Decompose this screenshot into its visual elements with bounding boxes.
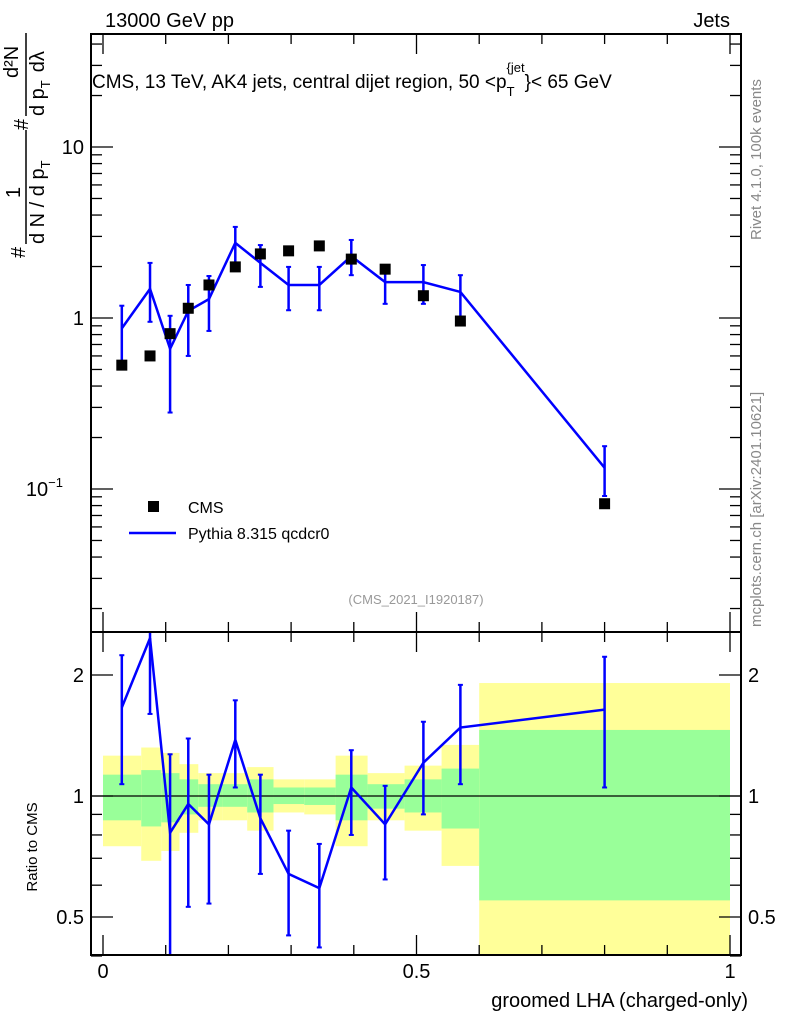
- cms-data-point: [417, 290, 429, 302]
- ratio-y-tick-label-right: 1: [748, 786, 759, 808]
- rivet-label: Rivet 4.1.0, 100k events: [748, 79, 765, 240]
- ratio-y-tick-label-left: 2: [73, 665, 84, 687]
- pythia-line: [120, 240, 606, 469]
- ratio-plot-marks: [119, 632, 608, 955]
- ratio-y-tick-label-right: 2: [748, 665, 759, 687]
- main-plot-marks: [116, 225, 611, 510]
- ratio-y-tick-label-left: 0.5: [56, 907, 84, 929]
- x-tick-label: 1: [724, 961, 735, 983]
- y-tick-label: 10−1: [26, 475, 63, 501]
- legend-cms-label: CMS: [188, 500, 224, 517]
- analysis-annotation: (CMS_2021_I1920187): [348, 592, 483, 607]
- ylabel-den1: d N / d pT: [27, 160, 53, 244]
- ratio-y-tick-label-right: 0.5: [748, 907, 776, 929]
- cms-data-point: [599, 498, 611, 510]
- title-end: }< 65 GeV: [525, 72, 612, 93]
- ylabel-hash1: #: [8, 246, 30, 258]
- cms-data-point: [116, 359, 128, 371]
- ylabel-num2: d²N: [1, 46, 23, 78]
- cms-data-point: [283, 245, 295, 257]
- cms-data-point: [144, 350, 156, 362]
- legend-pythia-label: Pythia 8.315 qcdcr0: [188, 526, 330, 543]
- ratio-bands: [103, 683, 730, 955]
- ylabel-one: 1: [3, 187, 25, 198]
- y-tick-label: 1: [73, 308, 84, 330]
- ylabel-den2: d pTdλ: [27, 51, 53, 116]
- x-tick-label: 0.5: [403, 961, 431, 983]
- cms-data-point: [229, 261, 241, 273]
- ratio-y-tick-label-left: 1: [73, 786, 84, 808]
- mcplots-label: mcplots.cern.ch [arXiv:2401.10621]: [748, 392, 765, 627]
- title-sub: T: [507, 84, 515, 99]
- main-y-axis-label: # 1 d N / d pT # d²N d pTdλ: [1, 33, 53, 258]
- cms-data-point: [313, 240, 325, 252]
- ratio-plot-frame: [90, 631, 742, 956]
- cms-data-point: [254, 248, 266, 260]
- cms-data-point: [182, 302, 194, 314]
- ratio-y-axis-label: Ratio to CMS: [24, 802, 41, 891]
- title-main: CMS, 13 TeV, AK4 jets, central dijet reg…: [92, 72, 507, 93]
- ratio-line: [120, 637, 605, 890]
- ylabel-hash2: #: [11, 118, 33, 130]
- x-axis-label: groomed LHA (charged-only): [491, 990, 748, 1012]
- plot-title: CMS, 13 TeV, AK4 jets, central dijet reg…: [92, 60, 612, 99]
- axis-ticks: 10−1 1 10 0.5 0.5 1 1 2 2 0 0.5 1: [26, 34, 776, 983]
- cms-data-point: [379, 263, 391, 275]
- legend: CMS Pythia 8.315 qcdcr0: [129, 500, 330, 543]
- legend-cms-marker: [148, 501, 159, 512]
- cms-data-point: [164, 328, 176, 340]
- y-tick-label: 10: [62, 137, 84, 159]
- header-right: Jets: [693, 10, 730, 32]
- x-tick-label: 0: [97, 961, 108, 983]
- cms-data-point: [203, 279, 215, 291]
- title-sup: {jet: [507, 60, 525, 75]
- cms-data-point: [454, 315, 466, 327]
- y-tick-exponent: −1: [48, 475, 63, 490]
- band-inner-bin: [141, 770, 162, 827]
- cms-data-point: [345, 253, 357, 265]
- header-left: 13000 GeV pp: [105, 10, 234, 32]
